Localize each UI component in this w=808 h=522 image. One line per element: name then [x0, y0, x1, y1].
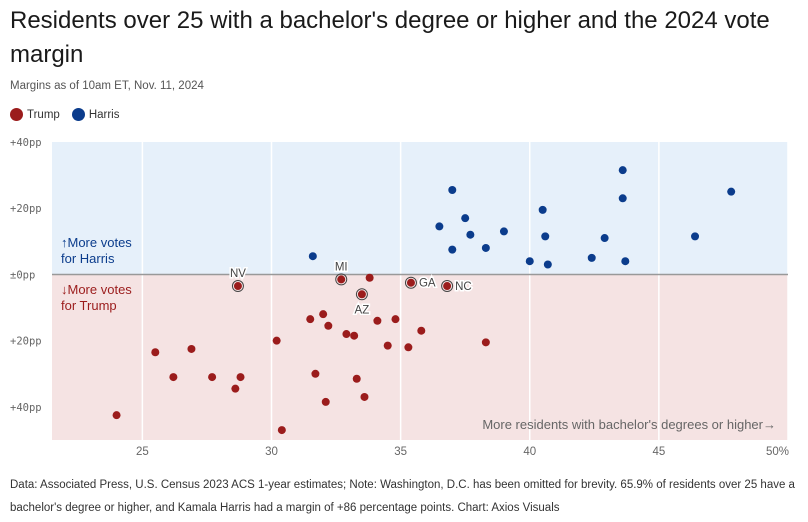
annotation-label: MI — [335, 261, 348, 273]
legend: Trump Harris — [10, 108, 119, 121]
point-harris — [543, 260, 552, 269]
legend-swatch-harris — [71, 108, 85, 121]
x-end-label: 50% — [766, 446, 789, 458]
footer-note: Data: Associated Press, U.S. Census 2023… — [10, 479, 795, 514]
annotation-label: GA — [419, 278, 436, 290]
point-harris — [541, 232, 550, 241]
annotation-label: NC — [455, 281, 472, 293]
point-trump — [383, 341, 392, 350]
point-trump — [151, 348, 160, 357]
point-harris — [538, 205, 547, 214]
trump-region — [52, 274, 788, 440]
x-tick-label: 30 — [265, 446, 278, 458]
y-tick-label: +20pp — [10, 336, 42, 348]
point-harris — [727, 187, 736, 196]
point-harris — [621, 257, 630, 266]
x-tick-label: 45 — [652, 446, 665, 458]
point-harris — [600, 234, 609, 243]
legend-item-trump: Trump — [10, 108, 60, 121]
legend-label-harris: Harris — [88, 108, 120, 121]
annotation-label: AZ — [355, 304, 370, 316]
point-trump — [481, 338, 490, 347]
legend-swatch-trump — [10, 108, 23, 121]
point-trump — [404, 343, 413, 352]
point-trump — [236, 373, 245, 382]
harris-region — [52, 142, 788, 275]
point-trump — [187, 344, 196, 353]
x-tick-label: 25 — [136, 446, 149, 458]
point-trump — [208, 373, 217, 382]
point-trump — [169, 373, 178, 382]
point-trump — [306, 315, 315, 324]
point-trump — [350, 331, 359, 340]
chart-title: Residents over 25 with a bachelor's degr… — [10, 7, 770, 68]
point-trump — [360, 392, 369, 401]
annotation-ring — [355, 288, 368, 301]
point-trump — [352, 374, 361, 383]
y-tick-label: +40pp — [10, 137, 42, 149]
point-trump — [365, 273, 374, 282]
harris-region-label: for Harris — [61, 251, 115, 266]
x-axis-label: More residents with bachelor's degrees o… — [482, 417, 776, 432]
point-trump — [337, 275, 346, 284]
annotation-ring — [441, 280, 454, 293]
point-trump — [321, 397, 330, 406]
x-tick-label: 40 — [523, 446, 536, 458]
annotation-label: NV — [230, 268, 246, 280]
point-trump — [112, 411, 121, 420]
annotation-ring — [231, 280, 244, 293]
trump-region-label: for Trump — [61, 298, 117, 313]
point-trump — [443, 282, 452, 291]
point-harris — [435, 222, 444, 231]
point-harris — [461, 214, 470, 223]
trump-region-label: ↓More votes — [61, 282, 132, 297]
point-trump — [272, 336, 281, 345]
point-trump — [319, 310, 328, 319]
point-harris — [448, 186, 457, 195]
legend-label-trump: Trump — [27, 108, 60, 121]
y-tick-label: ±0pp — [10, 269, 35, 281]
y-tick-label: +40pp — [10, 402, 42, 414]
point-harris — [481, 243, 490, 252]
chart-subtitle: Margins as of 10am ET, Nov. 11, 2024 — [10, 80, 204, 92]
point-harris — [691, 232, 700, 241]
point-trump — [324, 321, 333, 330]
point-harris — [466, 230, 475, 239]
point-harris — [308, 252, 317, 261]
point-harris — [448, 245, 457, 254]
point-harris — [525, 257, 534, 266]
point-harris — [618, 166, 627, 175]
point-trump — [391, 315, 400, 324]
point-trump — [311, 369, 320, 378]
point-harris — [499, 227, 508, 236]
point-trump — [373, 316, 382, 325]
point-trump — [406, 278, 415, 287]
annotation-ring — [404, 276, 417, 289]
legend-item-harris: Harris — [71, 108, 120, 121]
point-trump — [233, 282, 242, 291]
point-trump — [357, 290, 366, 299]
point-trump — [231, 384, 240, 393]
point-trump — [417, 326, 426, 335]
annotation-ring — [335, 273, 348, 286]
point-harris — [587, 253, 596, 262]
scatter-chart: +40pp +20pp ±0pp +20pp +40pp 25 30 35 40 45 50% ↑Mo… — [10, 137, 789, 458]
point-harris — [618, 194, 627, 203]
harris-region-label: ↑More votes — [61, 235, 132, 250]
y-tick-label: +20pp — [10, 203, 42, 215]
x-tick-label: 35 — [394, 446, 407, 458]
point-trump — [277, 426, 286, 435]
point-trump — [342, 330, 351, 339]
